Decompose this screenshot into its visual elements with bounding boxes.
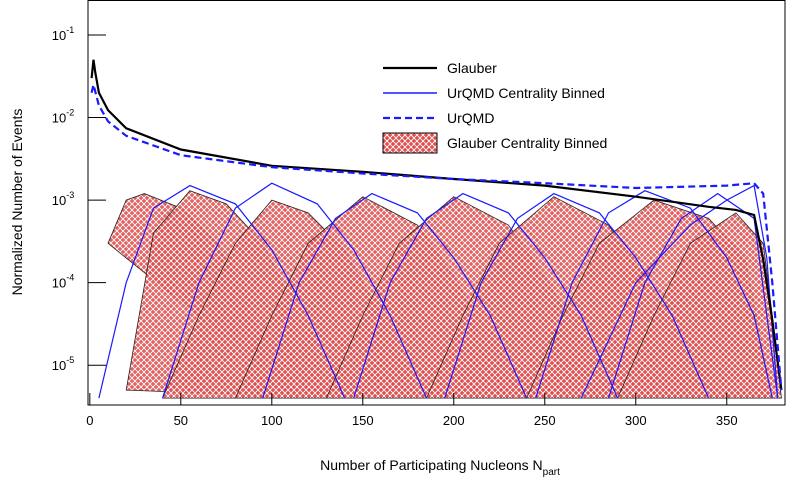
- y-tick-label: 10-3: [52, 190, 74, 208]
- y-tick-base: 10: [52, 358, 66, 373]
- legend-label: UrQMD Centrality Binned: [447, 85, 605, 101]
- x-tick-label: 0: [86, 413, 93, 428]
- x-tick-label: 300: [625, 413, 647, 428]
- y-tick-exponent: -1: [66, 25, 74, 35]
- y-tick-base: 10: [52, 111, 66, 126]
- legend-label: Glauber Centrality Binned: [447, 135, 607, 151]
- x-axis-title-main: Number of Participating Nucleons N: [320, 457, 543, 473]
- x-axis-subscript: part: [543, 467, 560, 478]
- bin-line: [535, 190, 773, 399]
- bin-line: [262, 192, 528, 399]
- y-tick-base: 10: [52, 28, 66, 43]
- y-tick-label: 10-1: [52, 25, 74, 43]
- frame: [87, 0, 786, 406]
- x-tick-label: 150: [352, 413, 374, 428]
- bin-line: [162, 182, 428, 399]
- x-tick-label: 250: [534, 413, 556, 428]
- y-tick-base: 10: [52, 193, 66, 208]
- x-tick-label: 350: [716, 413, 738, 428]
- bin-line: [607, 192, 779, 399]
- bin-line: [353, 192, 619, 399]
- y-axis-title: Normalized Number of Events: [9, 109, 25, 296]
- plot-area: [90, 59, 783, 399]
- y-tick-exponent: -4: [66, 273, 74, 283]
- axes: 0 50 100 150 200 250 300 35010-110-210-310-410-…: [52, 25, 738, 428]
- x-tick-label: 200: [443, 413, 465, 428]
- legend-label: Glauber: [447, 60, 497, 76]
- y-tick-label: 10-5: [52, 355, 74, 373]
- y-tick-exponent: -2: [66, 108, 74, 118]
- y-tick-exponent: -5: [66, 355, 74, 365]
- bin-line: [98, 184, 346, 399]
- x-tick-label: 100: [261, 413, 283, 428]
- legend-label: UrQMD: [447, 110, 494, 126]
- y-tick-base: 10: [52, 276, 66, 291]
- legend: Glauber UrQMD Centrality Binned UrQMD Glaub…: [382, 60, 607, 154]
- y-tick-exponent: -3: [66, 190, 74, 200]
- legend-swatch: [382, 132, 438, 154]
- x-tick-label: 50: [174, 413, 188, 428]
- y-tick-label: 10-4: [52, 273, 74, 291]
- x-axis-title: Number of Participating Nucleons Npart: [320, 457, 560, 478]
- bin-line: [580, 184, 779, 399]
- y-tick-label: 10-2: [52, 108, 74, 126]
- bin-line: [444, 192, 710, 399]
- series-line: [90, 84, 783, 391]
